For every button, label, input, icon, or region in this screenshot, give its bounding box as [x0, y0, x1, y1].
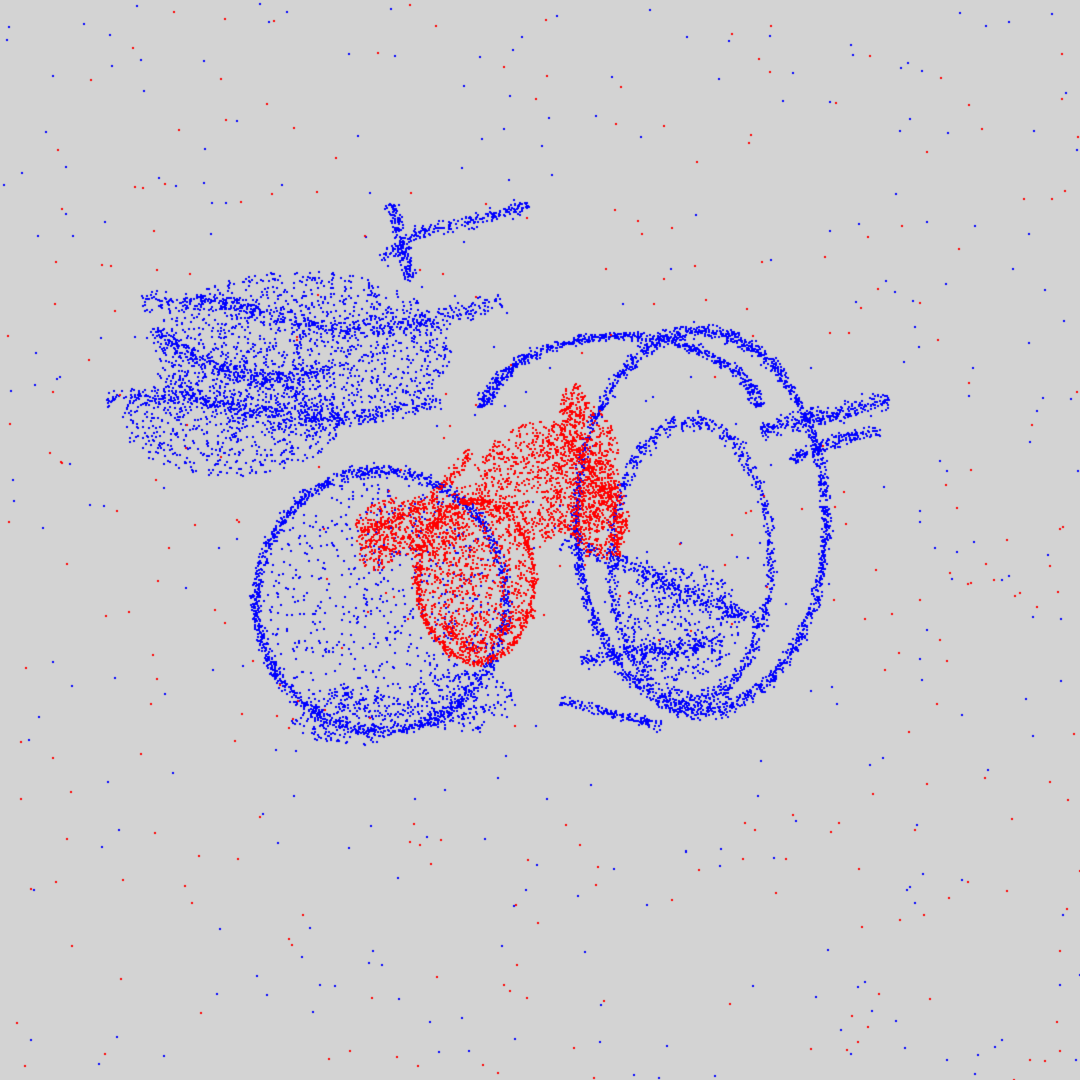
point-cloud-viewport[interactable] — [0, 0, 1080, 1080]
point-cloud-canvas[interactable] — [0, 0, 1080, 1080]
